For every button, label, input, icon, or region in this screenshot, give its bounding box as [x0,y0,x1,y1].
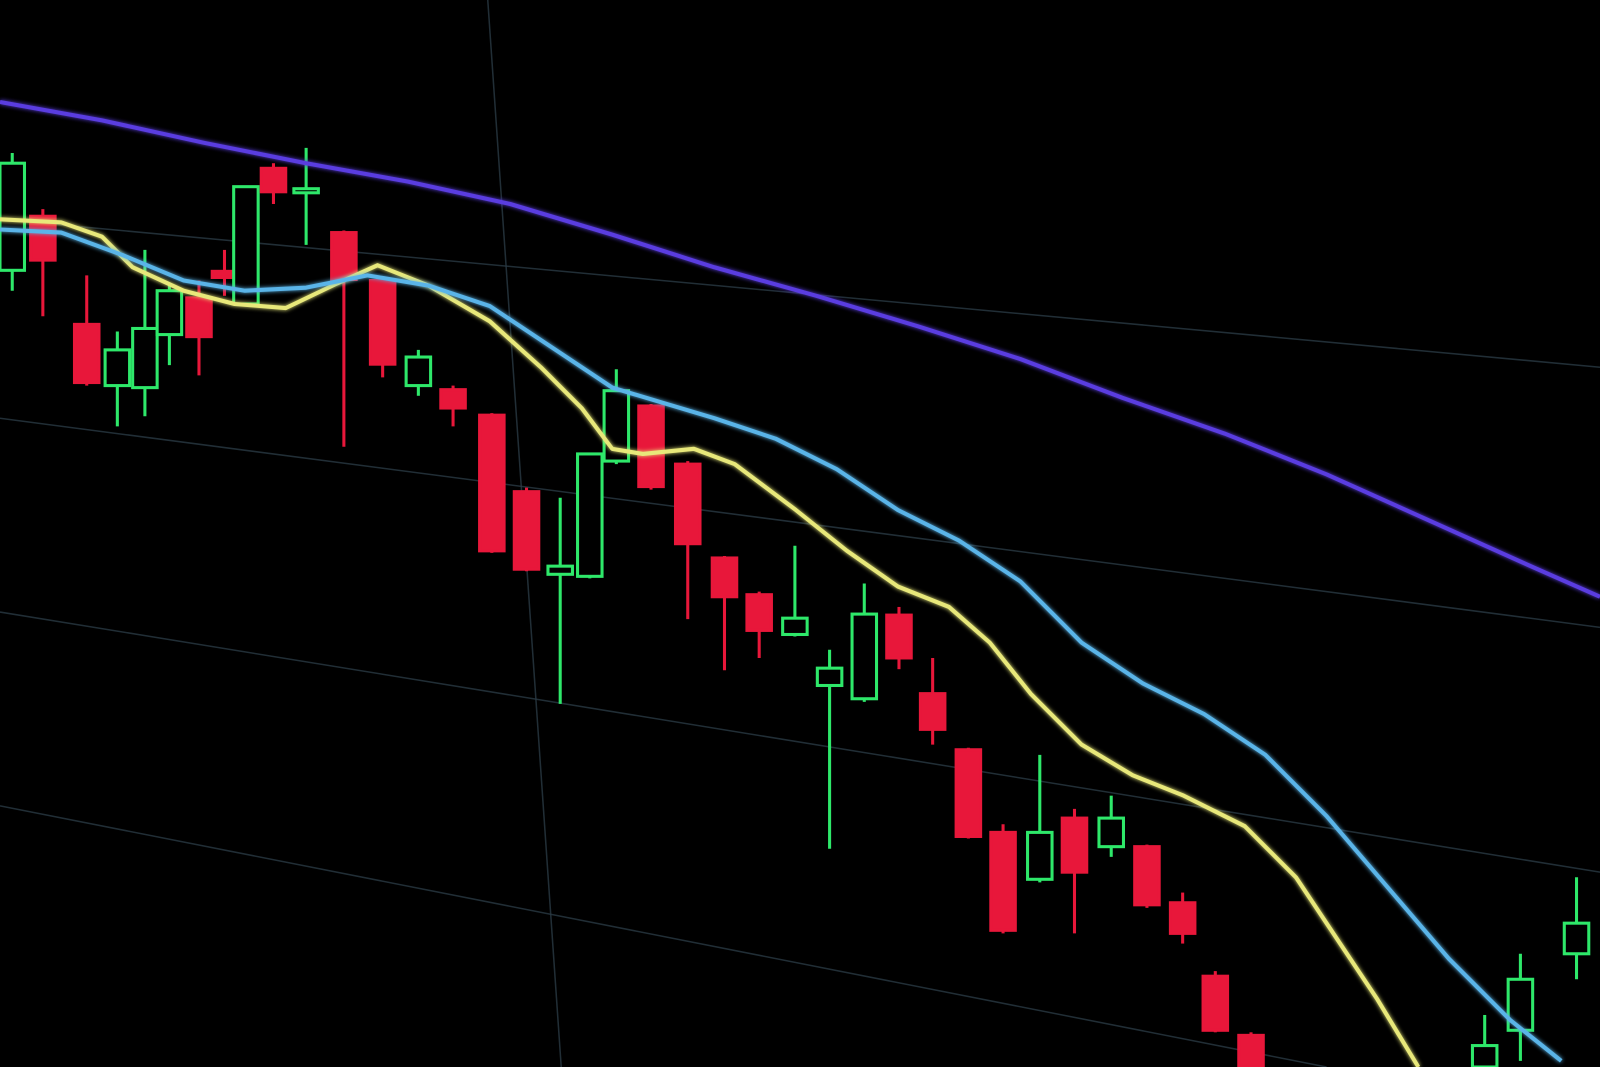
candle-body [815,666,844,688]
candle-body [781,616,809,637]
candle-body [439,388,467,410]
candle-body [885,613,913,660]
candle-body [259,166,288,194]
candle-body [1201,974,1230,1032]
candle-body [1026,830,1054,881]
candle-body [576,452,604,578]
candle-body [368,278,397,366]
candle-body [954,748,983,838]
candle-body [404,355,433,388]
candle-body [1133,845,1161,907]
candle-body [745,593,773,632]
candle-body [637,404,665,489]
candle-body [292,187,320,195]
candle-body [1060,816,1089,874]
candles [0,147,1591,1067]
candle-body [546,564,574,576]
candle-body [478,413,506,553]
candle-body [155,289,184,337]
candle-body [330,231,358,282]
candle-body [512,490,541,571]
moving-average-line [0,217,1421,1067]
candle-body [918,692,947,731]
candle-body [1097,816,1125,849]
candle-body [232,185,260,306]
candle-body [673,462,702,546]
candle-body [1237,1033,1265,1067]
moving-average-line [0,227,1563,1063]
candle-body [1470,1044,1499,1067]
candle-body [1168,901,1197,935]
grid-line [0,611,1600,873]
moving-average-line [0,99,1600,599]
grid-line [0,417,1600,629]
candle-body [850,612,879,701]
candle-body [0,161,27,272]
grid-line [0,805,1327,1067]
candle-body [103,348,132,388]
candle-body [185,296,213,339]
candle-body [131,326,159,390]
candle-body [989,830,1017,932]
candle-body [1562,921,1591,956]
candle-body [710,556,739,599]
candle-body [72,322,101,385]
